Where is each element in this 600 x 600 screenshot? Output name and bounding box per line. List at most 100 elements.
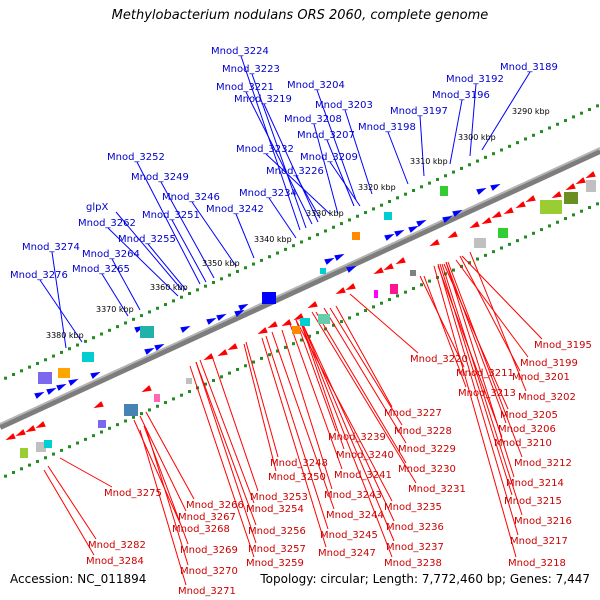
gene-label: Mnod_3195 [534, 340, 592, 351]
leader-line [59, 457, 113, 488]
gene-label: Mnod_3262 [78, 218, 136, 229]
gene-label: Mnod_3204 [287, 80, 345, 91]
feature-block [82, 352, 94, 362]
track-dot [20, 369, 23, 373]
track-dot [308, 334, 311, 338]
leader-line [323, 307, 407, 444]
forward-gene-arrow [216, 313, 227, 321]
track-dot [564, 217, 567, 221]
forward-gene-arrow [394, 229, 405, 237]
feature-block [410, 270, 416, 276]
gene-label: Mnod_3231 [408, 484, 466, 495]
gene-label: Mnod_3264 [82, 249, 140, 260]
track-dot [324, 327, 327, 331]
leader-line [439, 263, 513, 496]
track-dot [164, 303, 167, 307]
gene-label: Mnod_3226 [266, 166, 324, 177]
feature-block [374, 290, 378, 298]
gene-label: Mnod_3192 [446, 74, 504, 85]
gene-label: Mnod_3243 [324, 490, 382, 501]
track-dot [268, 255, 271, 259]
reverse-gene-arrow [141, 385, 152, 393]
track-dot [300, 338, 303, 342]
gene-label: Mnod_3242 [206, 204, 264, 215]
track-dot [148, 310, 151, 314]
track-dot [420, 185, 423, 189]
gene-label: Mnod_3220 [410, 354, 468, 365]
reverse-gene-arrow [35, 421, 46, 429]
gene-label: Mnod_3235 [384, 502, 442, 513]
gene-label: Mnod_3276 [10, 270, 68, 281]
leader-line [423, 275, 467, 388]
feature-block [292, 326, 300, 334]
track-dot [116, 325, 119, 329]
feature-block [474, 238, 486, 248]
leader-line [235, 213, 255, 259]
track-dot [68, 347, 71, 351]
reverse-gene-arrow [257, 327, 268, 335]
track-dot [84, 437, 87, 441]
reverse-gene-arrow [551, 191, 562, 199]
kbp-tick-label: 3340 kbp [254, 235, 292, 244]
track-dot [348, 316, 351, 320]
leader-line [455, 259, 529, 358]
track-dot [564, 119, 567, 123]
gene-label: Mnod_3209 [300, 152, 358, 163]
gene-label: Mnod_3236 [386, 522, 444, 533]
feature-block [262, 292, 276, 304]
leader-line [419, 275, 465, 368]
forward-gene-arrow [68, 378, 79, 386]
track-dot [364, 309, 367, 313]
leader-line [43, 469, 95, 556]
track-dot [468, 261, 471, 265]
forward-gene-arrow [324, 257, 335, 265]
leader-line [263, 103, 319, 223]
gene-label: Mnod_3203 [315, 100, 373, 111]
track-dot [388, 298, 391, 302]
reverse-gene-arrow [515, 201, 526, 209]
gene-label: Mnod_3274 [22, 242, 80, 253]
gene-label: Mnod_3207 [297, 130, 355, 141]
track-dot [52, 452, 55, 456]
track-dot [596, 104, 599, 108]
kbp-tick-label: 3370 kbp [96, 305, 134, 314]
reverse-gene-arrow [5, 433, 16, 441]
feature-block [320, 268, 326, 274]
leader-line [449, 99, 463, 165]
track-dot [236, 367, 239, 371]
forward-gene-arrow [238, 303, 249, 311]
track-dot [396, 294, 399, 298]
label-leader-lines [39, 55, 543, 586]
track-dot [420, 283, 423, 287]
gene-label: Mnod_3229 [398, 444, 456, 455]
track-dot [508, 242, 511, 246]
track-dot [396, 196, 399, 200]
track-dot [20, 467, 23, 471]
map-title: Methylobacterium nodulans ORS 2060, comp… [111, 8, 489, 23]
track-dot [500, 148, 503, 152]
gene-label: Mnod_3269 [180, 545, 238, 556]
gene-label: Mnod_3268 [172, 524, 230, 535]
leader-line [447, 261, 523, 458]
gene-label: Mnod_3198 [358, 122, 416, 133]
leader-line [240, 55, 301, 231]
track-dot [404, 192, 407, 196]
track-dot [156, 306, 159, 310]
gene-label: Mnod_3214 [506, 478, 564, 489]
leader-line [433, 265, 517, 558]
forward-gene-arrow [234, 309, 245, 317]
track-dot [60, 350, 63, 354]
track-dot [220, 375, 223, 379]
kbp-tick-label: 3350 kbp [202, 259, 240, 268]
track-dot [180, 393, 183, 397]
feature-block [586, 180, 596, 192]
reverse-gene-arrow [203, 353, 214, 361]
track-dot [260, 258, 263, 262]
track-dot [188, 292, 191, 296]
leader-line [195, 361, 257, 526]
leader-line [145, 427, 189, 566]
leader-line [107, 227, 179, 297]
leader-line [299, 317, 395, 542]
gene-label: Mnod_3252 [107, 152, 165, 163]
